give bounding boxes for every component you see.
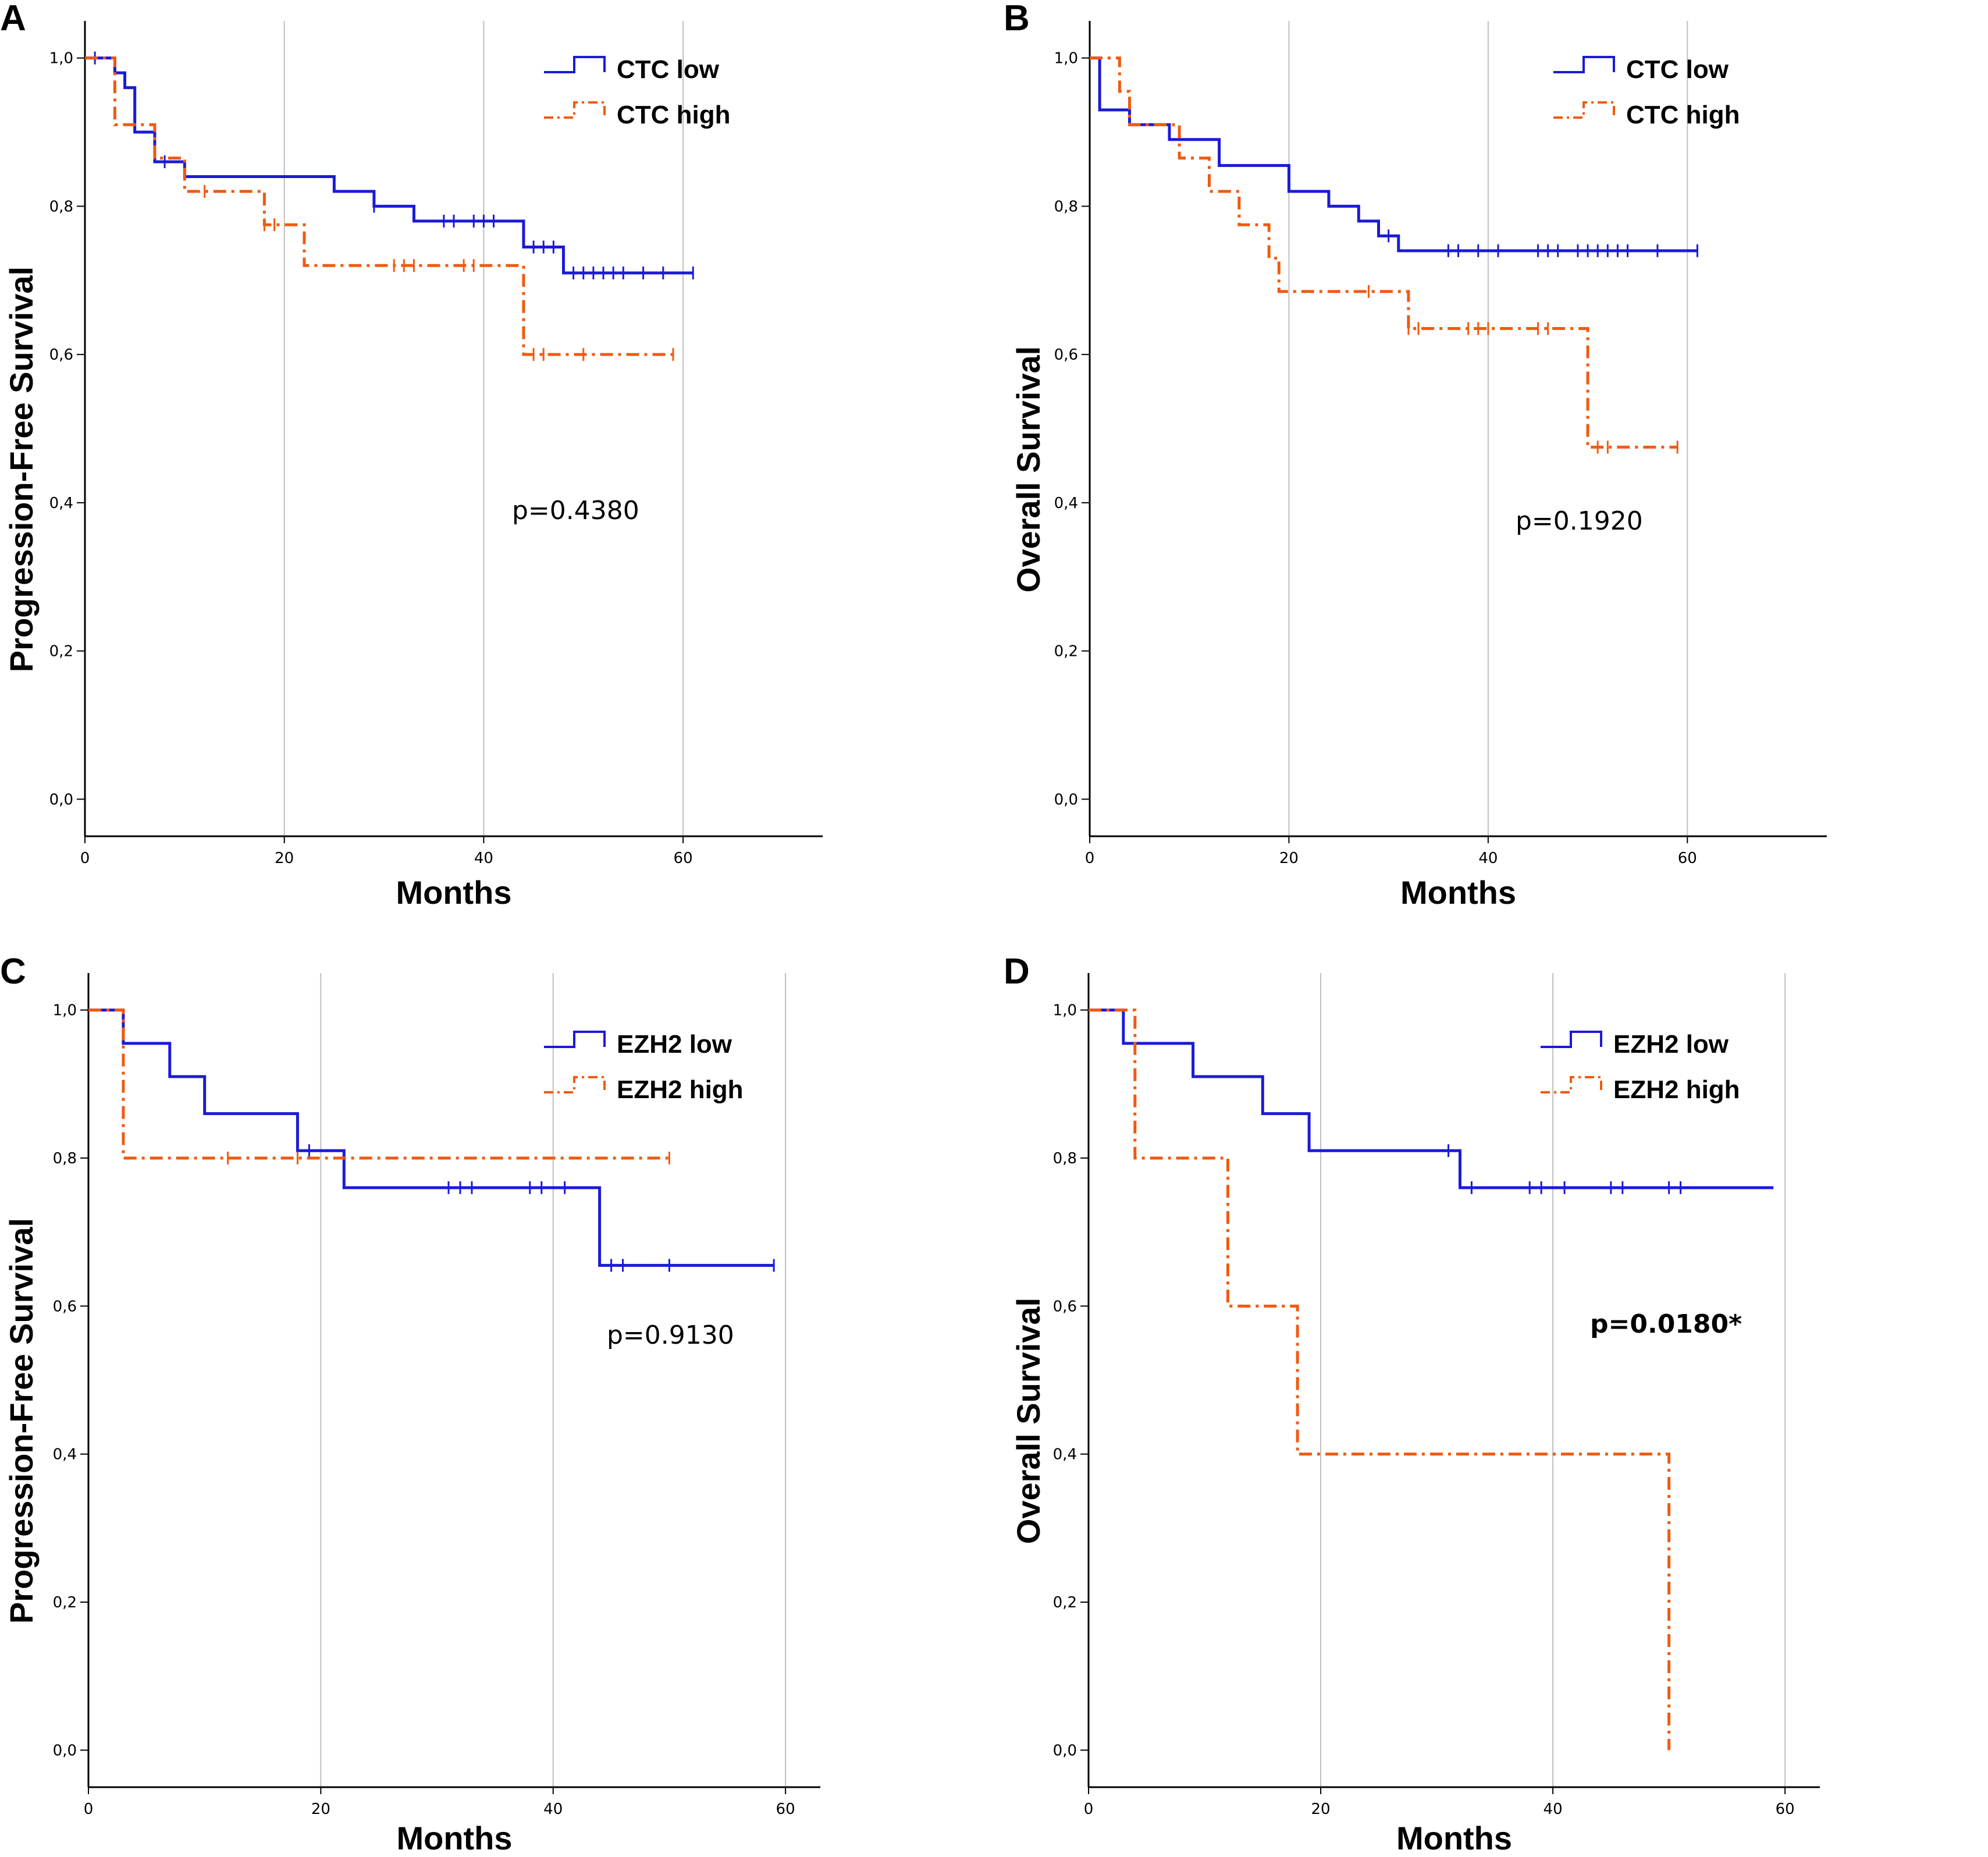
series-line-high — [85, 56, 673, 356]
p-value-label: p=0.1920 — [1516, 506, 1643, 536]
legend-label-high: CTC high — [617, 101, 731, 129]
legend-label-low: EZH2 low — [1613, 1030, 1729, 1059]
series-line-low — [88, 1009, 774, 1267]
legend-label-low: CTC low — [1626, 55, 1729, 84]
y-axis-title: Progression-Free Survival — [3, 267, 40, 672]
series-line-low — [1089, 1009, 1774, 1190]
x-tick-label: 60 — [776, 1801, 795, 1818]
y-tick-label: 0,6 — [1054, 346, 1078, 364]
y-tick-label: 0,8 — [1053, 1150, 1077, 1167]
y-tick-label: 0,6 — [53, 1298, 77, 1315]
y-tick-label: 0,2 — [1053, 1594, 1077, 1611]
legend-label-high: CTC high — [1626, 101, 1740, 129]
x-tick-label: 60 — [1678, 850, 1697, 867]
legend-swatch-high — [544, 1076, 606, 1093]
p-value-label: p=0.4380 — [512, 496, 639, 526]
x-tick-label: 0 — [1085, 850, 1095, 867]
x-tick-label: 40 — [1544, 1801, 1563, 1818]
y-tick-label: 0,0 — [49, 791, 73, 808]
p-value-label: p=0.9130 — [607, 1320, 734, 1350]
legend-swatch-high — [1553, 101, 1615, 119]
series-line-low — [1090, 56, 1698, 253]
y-tick-label: 1,0 — [53, 1002, 77, 1020]
x-axis-title: Months — [396, 1820, 512, 1856]
x-tick-label: 20 — [311, 1801, 330, 1818]
y-tick-label: 0,0 — [1053, 1742, 1077, 1759]
x-tick-label: 60 — [674, 850, 693, 867]
x-tick-label: 20 — [1279, 850, 1299, 867]
x-tick-label: 0 — [80, 850, 90, 867]
y-axis-title: Overall Survival — [1010, 346, 1047, 592]
x-tick-label: 60 — [1776, 1801, 1795, 1818]
panel-letter: A — [0, 0, 26, 38]
panel-letter: C — [0, 951, 26, 992]
y-tick-label: 0,8 — [49, 198, 73, 215]
y-axis-title: Progression-Free Survival — [3, 1218, 40, 1624]
panel-c: C 0,0 0,2 0,4 0,6 0,8 1,0 0 20 40 60 Months Progress… — [0, 951, 820, 1856]
y-tick-label: 0,0 — [53, 1742, 77, 1759]
legend-swatch-low — [544, 56, 606, 73]
y-tick-label: 0,4 — [1053, 1446, 1077, 1464]
series-line-low — [85, 56, 694, 275]
x-tick-label: 20 — [1311, 1801, 1331, 1818]
y-tick-label: 0,4 — [49, 495, 73, 512]
series-line-high — [1090, 56, 1678, 449]
y-tick-label: 0,2 — [53, 1594, 77, 1611]
panel-letter: D — [1004, 951, 1030, 992]
y-tick-label: 0,8 — [1054, 198, 1078, 215]
legend-label-high: EZH2 high — [617, 1075, 744, 1104]
series-line-high — [1089, 1009, 1671, 1751]
y-tick-label: 0,0 — [1054, 791, 1078, 808]
legend-label-low: CTC low — [617, 55, 720, 84]
panel-d: D 0,0 0,2 0,4 0,6 0,8 1,0 0 20 40 60 Months Overall … — [1004, 951, 1820, 1856]
legend-swatch-high — [544, 101, 606, 119]
x-tick-label: 0 — [1084, 1801, 1094, 1818]
x-tick-label: 0 — [84, 1801, 94, 1818]
x-tick-label: 40 — [474, 850, 493, 867]
y-axis-title: Overall Survival — [1010, 1298, 1047, 1544]
panel-letter: B — [1004, 0, 1030, 38]
p-value-label: p=0.0180* — [1590, 1309, 1742, 1339]
legend-label-high: EZH2 high — [1613, 1075, 1740, 1104]
panel-b: B 0,0 0,2 0,4 0,6 0,8 1,0 0 20 40 60 Months Overall … — [1004, 0, 1827, 911]
x-axis-title: Months — [1400, 874, 1516, 911]
y-tick-label: 0,2 — [49, 643, 73, 661]
legend-swatch-low — [1541, 1031, 1602, 1048]
panel-a: A 0,0 0,2 0,4 0,6 0,8 1,0 0 20 40 60 Months Progress… — [0, 0, 823, 911]
y-tick-label: 1,0 — [1054, 50, 1078, 68]
legend-swatch-low — [544, 1031, 606, 1048]
legend-label-low: EZH2 low — [617, 1030, 732, 1059]
x-tick-label: 20 — [275, 850, 294, 867]
legend-swatch-high — [1541, 1076, 1602, 1093]
y-tick-label: 0,2 — [1054, 643, 1078, 661]
y-tick-label: 1,0 — [1053, 1002, 1077, 1020]
x-axis-title: Months — [396, 874, 511, 911]
legend-swatch-low — [1553, 56, 1615, 73]
x-tick-label: 40 — [543, 1801, 563, 1818]
x-tick-label: 40 — [1478, 850, 1498, 867]
y-tick-label: 0,4 — [53, 1446, 77, 1464]
y-tick-label: 0,6 — [1053, 1298, 1077, 1315]
series-line-high — [88, 1009, 670, 1160]
y-tick-label: 0,6 — [49, 346, 73, 364]
x-axis-title: Months — [1396, 1820, 1512, 1856]
y-tick-label: 1,0 — [49, 50, 73, 68]
y-tick-label: 0,4 — [1054, 495, 1078, 512]
y-tick-label: 0,8 — [53, 1150, 77, 1167]
